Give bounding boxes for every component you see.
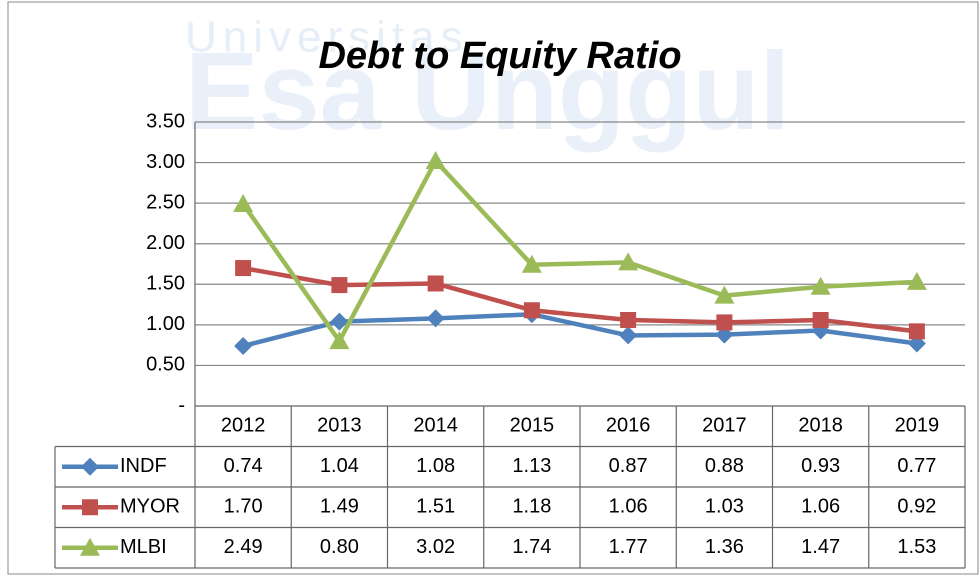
table-cell: 1.13 — [512, 455, 551, 477]
marker — [329, 331, 350, 350]
table-cell: 0.93 — [801, 455, 840, 477]
table-cell: 0.87 — [609, 455, 648, 477]
legend-label: INDF — [120, 455, 167, 477]
table-cell: 1.18 — [512, 496, 551, 518]
marker — [716, 314, 733, 331]
x-tick-label: 2015 — [510, 415, 555, 437]
table-cell: 3.02 — [416, 536, 455, 558]
table-cell: 1.77 — [609, 536, 648, 558]
marker — [618, 252, 639, 271]
table-cell: 1.47 — [801, 536, 840, 558]
marker — [234, 336, 253, 355]
table-cell: 0.88 — [705, 455, 744, 477]
table-cell: 1.53 — [897, 536, 936, 558]
y-tick-label: 1.50 — [146, 273, 185, 295]
y-tick-label: 2.50 — [146, 191, 185, 213]
x-tick-label: 2013 — [317, 415, 362, 437]
marker — [620, 311, 637, 328]
marker — [331, 277, 348, 294]
marker — [619, 326, 638, 345]
y-tick-label: 3.00 — [146, 151, 185, 173]
table-cell: 0.80 — [320, 536, 359, 558]
table-cell: 1.51 — [416, 496, 455, 518]
y-tick-label: 1.00 — [146, 313, 185, 335]
table-cell: 1.06 — [801, 496, 840, 518]
table-cell: 0.74 — [224, 455, 263, 477]
marker — [908, 323, 925, 340]
marker — [82, 499, 98, 516]
marker — [521, 254, 542, 273]
table-cell: 2.49 — [224, 536, 263, 558]
series-line — [241, 158, 917, 344]
x-tick-label: 2016 — [606, 415, 651, 437]
marker — [233, 193, 254, 212]
marker — [523, 302, 540, 319]
x-tick-label: 2014 — [413, 415, 458, 437]
table-cell: 0.92 — [897, 496, 936, 518]
marker — [81, 457, 99, 476]
table-cell: 1.70 — [224, 496, 263, 518]
marker — [426, 309, 445, 328]
marker — [810, 276, 831, 295]
table-cell: 1.08 — [416, 455, 455, 477]
legend-label: MYOR — [120, 496, 180, 518]
table-cell: 1.06 — [609, 496, 648, 518]
x-tick-label: 2019 — [895, 415, 940, 437]
x-tick-label: 2012 — [221, 415, 266, 437]
marker — [906, 271, 927, 290]
x-tick-label: 2018 — [798, 415, 843, 437]
marker — [427, 275, 444, 292]
marker — [812, 311, 829, 328]
x-tick-label: 2017 — [702, 415, 747, 437]
y-tick-label: 3.50 — [146, 110, 185, 132]
legend-label: MLBI — [120, 536, 167, 558]
table-cell: 1.03 — [705, 496, 744, 518]
table-cell: 1.36 — [705, 536, 744, 558]
table-cell: 1.74 — [512, 536, 551, 558]
watermark: Esa Unggul — [185, 30, 790, 153]
y-tick-label: - — [178, 394, 185, 416]
table-cell: 1.04 — [320, 455, 359, 477]
watermark: Universitas — [185, 13, 469, 62]
marker — [714, 285, 735, 304]
series-line — [242, 312, 918, 349]
marker — [80, 537, 100, 556]
y-tick-label: 2.00 — [146, 232, 185, 254]
chart-title: Debt to Equity Ratio — [318, 35, 681, 77]
marker — [330, 312, 349, 331]
table-cell: 0.77 — [897, 455, 936, 477]
table-cell: 1.49 — [320, 496, 359, 518]
marker — [425, 150, 446, 169]
marker — [235, 260, 252, 277]
y-tick-label: 0.50 — [146, 354, 185, 376]
series-line — [242, 265, 918, 334]
